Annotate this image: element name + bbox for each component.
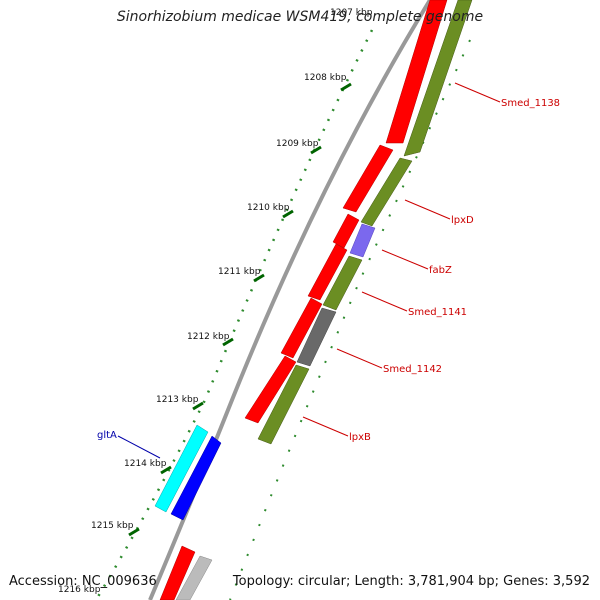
dotted-scale-line: [94, 29, 374, 600]
leader-fabZ: [381, 249, 429, 270]
tick-label-1208: 1208 kbp: [304, 73, 347, 83]
tick-1210: [282, 209, 294, 219]
leader-smed1142: [336, 348, 383, 369]
tick-1215: [128, 527, 140, 537]
tick-label-1215: 1215 kbp: [91, 521, 134, 531]
gene-label-lpxD: lpxD: [451, 215, 474, 226]
cds-reverse-smed1141: [322, 255, 363, 311]
tick-label-1216: 1216 kbp: [58, 585, 101, 595]
leader-smed1138: [454, 82, 501, 103]
reverse-strand-features: [175, 0, 473, 600]
cds-forward-lpxB: [244, 355, 297, 424]
forward-strand-features: [159, 0, 448, 600]
cds-forward-smed1141: [307, 243, 348, 301]
tick-1211: [253, 273, 265, 283]
tick-label-1213: 1213 kbp: [156, 395, 199, 405]
outer-features: [154, 424, 222, 521]
cds-forward-fabZ: [332, 213, 360, 249]
map-title: Sinorhizobium medicae WSM419, complete g…: [116, 9, 484, 25]
cds-gltA-neighbor: [170, 435, 222, 521]
cds-forward-bottom: [159, 545, 196, 600]
tick-label-1212: 1212 kbp: [187, 332, 230, 342]
cds-reverse-smed1142: [296, 307, 337, 367]
gene-label-gltA: gltA: [97, 430, 117, 441]
leader-gltA: [117, 435, 161, 459]
tick-label-1210: 1210 kbp: [247, 203, 290, 213]
leader-lpxB: [302, 416, 349, 437]
tick-1214: [160, 465, 172, 475]
cds-forward-lpxD: [342, 144, 394, 213]
tick-1209: [310, 145, 322, 155]
tick-label-1209: 1209 kbp: [276, 139, 319, 149]
gene-labels: Smed_1138 lpxD fabZ Smed_1141 Smed_1142 …: [97, 98, 560, 443]
topology-text: Topology: circular; Length: 3,781,904 bp…: [232, 574, 590, 589]
gene-label-smed1142: Smed_1142: [383, 364, 442, 375]
tick-label-1207: 1207 kbp: [330, 8, 373, 18]
cds-forward-1: [385, 0, 448, 144]
leader-lpxD: [404, 199, 451, 220]
tick-1212: [222, 337, 234, 347]
gene-label-lpxB: lpxB: [349, 432, 371, 443]
cds-reverse-lpxD: [360, 157, 413, 227]
tick-1208: [340, 82, 352, 92]
accession-text: Accession: NC_009636: [9, 574, 157, 589]
gene-label-smed1138: Smed_1138: [501, 98, 560, 109]
cds-reverse-lpxB: [257, 364, 310, 445]
tick-label-1214: 1214 kbp: [124, 459, 167, 469]
kbp-tick-labels: 1207 kbp 1208 kbp 1209 kbp 1210 kbp 1211…: [58, 8, 373, 595]
tick-1213: [192, 401, 204, 411]
tick-track: 1207 kbp 1208 kbp 1209 kbp 1210 kbp 1211…: [58, 8, 374, 600]
cds-reverse-smed1138: [403, 0, 473, 157]
leader-smed1141: [361, 291, 408, 312]
cds-forward-smed1142: [280, 297, 323, 359]
cds-reverse-fabZ: [349, 223, 376, 258]
backbone: [148, 0, 432, 600]
gene-label-fabZ: fabZ: [429, 265, 452, 276]
kbp-ticks: [128, 82, 352, 537]
backbone-arc: [148, 0, 432, 600]
cds-reverse-bottom: [175, 555, 213, 600]
gene-label-smed1141: Smed_1141: [408, 307, 467, 318]
cds-gltA: [154, 424, 209, 513]
tick-label-1211: 1211 kbp: [218, 267, 261, 277]
leader-lines: [117, 82, 501, 459]
